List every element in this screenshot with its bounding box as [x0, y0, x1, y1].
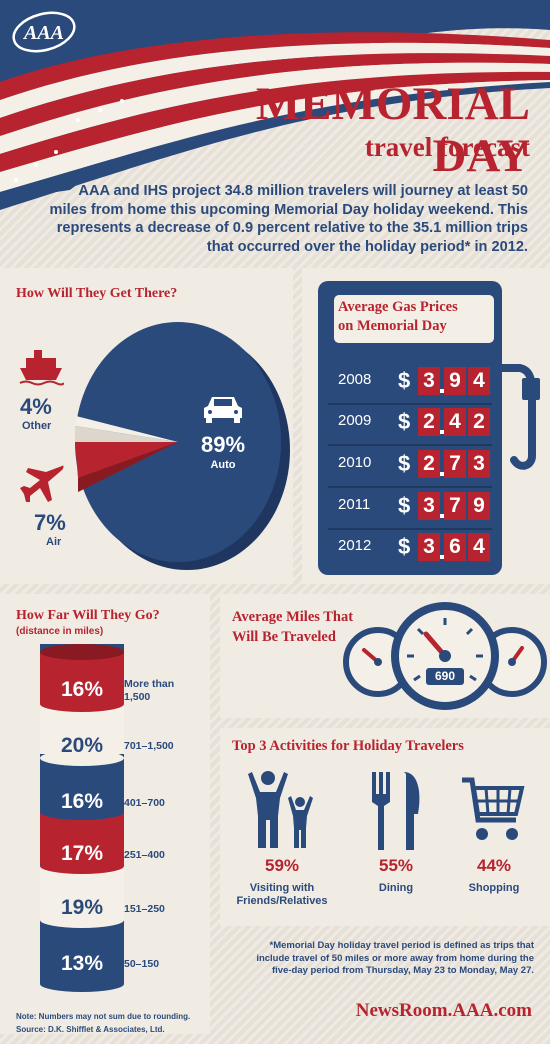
distance-segment-percent: 16%: [60, 678, 104, 701]
gas-dollar-sign: $: [398, 493, 411, 518]
distance-segment-percent: 17%: [60, 842, 104, 865]
gas-year: 2011: [338, 496, 371, 513]
gas-decimal-point: [440, 472, 444, 476]
pie-slice-other-shade: [75, 426, 178, 442]
pie-slice-other: [75, 416, 178, 442]
gas-decimal-point: [440, 430, 444, 434]
activity-label: Dining: [378, 882, 414, 894]
activities-heading: Top 3 Activities for Holiday Travelers: [232, 738, 464, 754]
gas-dollar-sign: $: [398, 451, 411, 476]
speedometer-gauges: [343, 602, 547, 710]
gas-price-digit: 3: [468, 450, 490, 478]
gas-price-digit: 4: [468, 533, 490, 561]
page-title: MEMORIAL DAY: [255, 78, 530, 182]
gas-row-divider: [328, 528, 492, 530]
gas-price-digit: 3: [418, 367, 440, 395]
gas-decimal-point: [440, 514, 444, 518]
footnote: *Memorial Day holiday travel period is d…: [256, 940, 534, 976]
distance-heading: How Far Will They Go?: [16, 608, 160, 623]
distance-segment-percent: 20%: [60, 734, 104, 757]
page-subtitle: travel forecast: [364, 132, 530, 162]
distance-segment-label: 50–150: [124, 958, 160, 970]
activity-percent: 59%: [264, 856, 300, 875]
gas-price-digit: 7: [444, 492, 466, 520]
air-percent: 7%: [34, 510, 66, 535]
distance-segment-label: 251–400: [124, 849, 165, 861]
aaa-logo: AAA: [12, 11, 76, 53]
airplane-icon: [20, 465, 64, 502]
gas-year: 2009: [338, 412, 372, 429]
family-icon: [248, 771, 313, 848]
air-label: Air: [46, 536, 62, 548]
gas-heading-line1: Average Gas Prices: [338, 299, 458, 315]
gas-row-divider: [328, 444, 492, 446]
svg-text:AAA: AAA: [22, 22, 64, 44]
miles-heading-line2: Will Be Traveled: [232, 629, 336, 645]
source-note: Source: D.K. Shifflet & Associates, Ltd.: [16, 1025, 165, 1034]
gas-price-digit: 3: [418, 533, 440, 561]
gas-price-digit: 4: [444, 408, 466, 436]
distance-segment-label: 151–250: [124, 903, 165, 915]
flag-banner: [0, 0, 550, 210]
gas-price-digit: 4: [468, 367, 490, 395]
gas-label-card: [334, 295, 494, 343]
gas-price-digit: 9: [468, 492, 490, 520]
miles-heading: Average Miles That Will Be Traveled: [232, 607, 353, 647]
other-percent: 4%: [20, 394, 52, 419]
distance-segment-percent: 19%: [60, 896, 104, 919]
website-link[interactable]: NewsRoom.AAA.com: [355, 1000, 532, 1021]
activity-label: Visiting with Friends/Relatives: [236, 882, 328, 907]
gas-decimal-point: [440, 389, 444, 393]
gas-dollar-sign: $: [398, 368, 411, 393]
miles-heading-line1: Average Miles That: [232, 609, 354, 625]
distance-segment-label: 701–1,500: [124, 740, 174, 752]
intro-text: AAA and IHS project 34.8 million travele…: [49, 183, 528, 255]
activity-percent: 55%: [378, 856, 414, 875]
gas-row-divider: [328, 486, 492, 488]
activity-percent: 44%: [476, 856, 512, 875]
gas-price-digit: 6: [444, 533, 466, 561]
gas-price-digit: 3: [418, 492, 440, 520]
transport-pie-chart: [75, 322, 290, 570]
distance-stack-chart: [40, 644, 124, 992]
gas-price-digit: 2: [418, 408, 440, 436]
activity-label: Shopping: [468, 882, 520, 894]
distance-segment-label: 401–700: [124, 797, 165, 809]
gas-heading: Average Gas Prices on Memorial Day: [338, 298, 458, 336]
fork-knife-icon: [372, 772, 420, 850]
shopping-cart-icon: [462, 777, 525, 840]
car-icon: [204, 397, 242, 423]
gas-year: 2008: [338, 371, 372, 388]
auto-percent: 89%: [200, 432, 246, 457]
gas-year: 2010: [338, 454, 372, 471]
distance-segment-label: More than 1,500: [124, 678, 175, 703]
pump-nozzle-icon: [494, 364, 540, 470]
gas-dollar-sign: $: [398, 409, 411, 434]
auto-label: Auto: [210, 459, 236, 471]
gas-price-digit: 9: [444, 367, 466, 395]
rounding-note: Note: Numbers may not sum due to roundin…: [16, 1012, 191, 1021]
gas-year: 2012: [338, 537, 372, 554]
miles-value: 690: [434, 669, 456, 683]
gas-row-divider: [328, 403, 492, 405]
ship-icon: [19, 350, 64, 386]
pie-slice-air: [75, 442, 178, 478]
gas-decimal-point: [440, 555, 444, 559]
distance-subheading: (distance in miles): [16, 626, 104, 637]
gas-price-digit: 7: [444, 450, 466, 478]
distance-segment-percent: 13%: [60, 952, 104, 975]
gas-price-digit: 2: [468, 408, 490, 436]
gas-price-digit: 2: [418, 450, 440, 478]
other-label: Other: [22, 420, 52, 432]
gas-heading-line2: on Memorial Day: [338, 318, 447, 334]
transport-heading: How Will They Get There?: [16, 286, 178, 301]
distance-segment-percent: 16%: [60, 790, 104, 813]
gas-dollar-sign: $: [398, 534, 411, 559]
